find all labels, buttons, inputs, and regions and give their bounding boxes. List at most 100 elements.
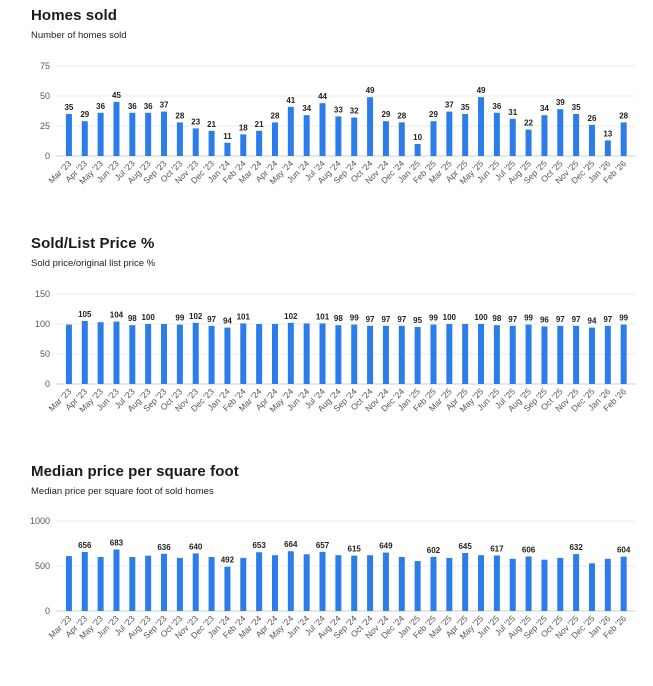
- bar: [588, 327, 595, 384]
- bar: [478, 324, 485, 384]
- data-label: 23: [191, 117, 200, 126]
- data-label: 37: [160, 101, 169, 110]
- bar: [319, 323, 326, 384]
- bar: [430, 121, 437, 156]
- bar: [604, 140, 611, 156]
- data-label: 29: [429, 110, 438, 119]
- bar: [65, 556, 72, 611]
- bar: [97, 557, 104, 611]
- bar: [509, 558, 516, 611]
- bar: [398, 122, 405, 156]
- bar: [81, 321, 88, 384]
- data-label: 28: [397, 111, 406, 120]
- bar: [588, 124, 595, 156]
- data-label: 35: [461, 103, 470, 112]
- y-tick-label: 0: [45, 151, 50, 161]
- data-label: 604: [617, 546, 631, 555]
- data-label: 97: [556, 315, 565, 324]
- data-label: 39: [556, 98, 565, 107]
- data-label: 31: [508, 108, 517, 117]
- data-label: 29: [381, 110, 390, 119]
- bar: [224, 566, 231, 611]
- bar: [81, 121, 88, 156]
- bar: [335, 325, 342, 384]
- homes-sold-panel: Homes sold Number of homes sold 0 25 50 75 3…: [0, 0, 653, 228]
- bar: [493, 112, 500, 156]
- bar: [271, 555, 278, 611]
- chart-subtitle: Number of homes sold: [31, 30, 127, 41]
- bar: [557, 325, 564, 384]
- bar: [65, 114, 72, 156]
- bar: [287, 322, 294, 384]
- data-label: 664: [284, 540, 298, 549]
- y-tick-label: 0: [45, 606, 50, 616]
- y-tick-label: 25: [40, 121, 50, 131]
- bar: [319, 103, 326, 156]
- bar: [462, 552, 469, 611]
- data-label: 99: [350, 314, 359, 323]
- bar: [414, 561, 421, 611]
- bar: [319, 551, 326, 611]
- bar: [335, 555, 342, 611]
- bar: [620, 324, 627, 384]
- chart-title: Sold/List Price %: [31, 235, 155, 252]
- bar: [129, 557, 136, 611]
- bar: [446, 557, 453, 611]
- data-label: 49: [366, 86, 375, 95]
- bar: [351, 324, 358, 384]
- data-label: 21: [255, 120, 264, 129]
- bar: [414, 327, 421, 384]
- data-label: 96: [540, 315, 549, 324]
- bar: [303, 554, 310, 611]
- bar: [224, 142, 231, 156]
- bar: [541, 326, 548, 384]
- data-label: 97: [366, 315, 375, 324]
- data-label: 94: [588, 317, 597, 326]
- data-label: 98: [128, 314, 137, 323]
- data-label: 35: [64, 103, 73, 112]
- data-label: 28: [175, 111, 184, 120]
- data-label: 645: [458, 542, 472, 551]
- chart-title: Homes sold: [31, 7, 118, 24]
- data-label: 97: [207, 315, 216, 324]
- data-label: 18: [239, 123, 248, 132]
- data-label: 32: [350, 107, 359, 116]
- bar: [208, 557, 215, 611]
- y-tick-label: 100: [35, 319, 50, 329]
- data-label: 101: [316, 312, 330, 321]
- bar: [604, 325, 611, 384]
- data-label: 649: [379, 542, 393, 551]
- data-label: 99: [524, 314, 533, 323]
- data-label: 94: [223, 317, 232, 326]
- sold-list-price-panel: Sold/List Price % Sold price/original li…: [0, 228, 653, 456]
- y-tick-label: 500: [35, 561, 50, 571]
- y-tick-label: 0: [45, 379, 50, 389]
- data-label: 13: [603, 129, 612, 138]
- bar: [382, 552, 389, 611]
- bar: [192, 322, 199, 384]
- data-label: 615: [348, 545, 362, 554]
- bar: [462, 114, 469, 156]
- data-label: 657: [316, 541, 330, 550]
- bar: [478, 555, 485, 611]
- data-label: 26: [588, 114, 597, 123]
- data-label: 34: [540, 104, 549, 113]
- bar: [335, 116, 342, 156]
- data-label: 636: [157, 543, 171, 552]
- data-label: 98: [492, 314, 501, 323]
- data-label: 653: [252, 541, 266, 550]
- bar: [303, 115, 310, 156]
- y-tick-label: 150: [35, 289, 50, 299]
- bar: [65, 324, 72, 384]
- bar: [541, 115, 548, 156]
- chart-subtitle: Median price per square foot of sold hom…: [31, 486, 214, 497]
- bar: [145, 555, 152, 611]
- data-label: 97: [603, 315, 612, 324]
- data-label: 656: [78, 541, 92, 550]
- data-label: 49: [477, 86, 486, 95]
- data-label: 98: [334, 314, 343, 323]
- bar: [446, 111, 453, 156]
